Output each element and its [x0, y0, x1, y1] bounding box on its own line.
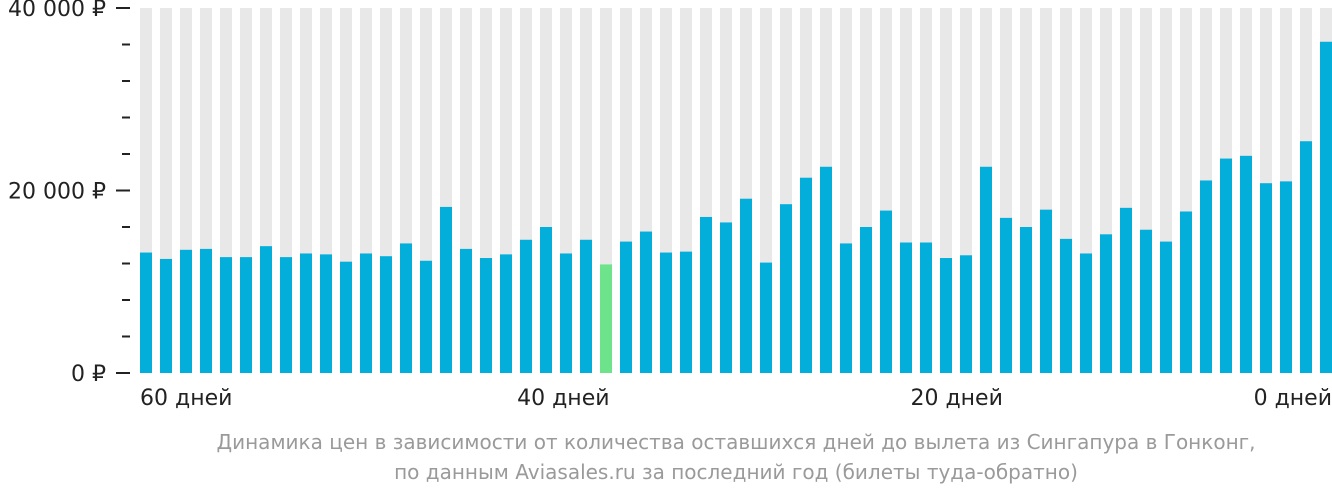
- bar: [1300, 141, 1312, 373]
- bar: [460, 248, 472, 373]
- bar: [740, 198, 752, 373]
- bar: [1000, 217, 1012, 373]
- chart-caption-line-2: по данным Aviasales.ru за последний год …: [394, 460, 1078, 484]
- bar: [1060, 238, 1072, 373]
- bar: [440, 206, 452, 373]
- bar: [360, 253, 372, 373]
- bar: [840, 243, 852, 373]
- bar: [660, 252, 672, 373]
- bar: [1140, 229, 1152, 373]
- bar: [320, 254, 332, 373]
- bar: [400, 243, 412, 373]
- bar: [1020, 227, 1032, 373]
- bar: [520, 239, 532, 373]
- bar: [1280, 181, 1292, 373]
- bar: [1220, 158, 1232, 373]
- bar: [720, 222, 732, 373]
- bar: [640, 231, 652, 373]
- bar: [620, 241, 632, 373]
- bar: [140, 252, 152, 373]
- bar: [420, 260, 432, 373]
- bar: [180, 249, 192, 373]
- x-axis: 60 дней 40 дней 20 дней 0 дней: [140, 386, 1332, 411]
- x-tick-label: 20 дней: [910, 386, 1002, 411]
- bar: [920, 242, 932, 373]
- y-tick-label: 0 ₽: [71, 362, 106, 387]
- bar: [880, 210, 892, 373]
- bar: [1320, 41, 1332, 373]
- bar: [160, 258, 172, 373]
- bar: [580, 239, 592, 373]
- y-axis: 40 000 ₽ 20 000 ₽ 0 ₽: [8, 0, 130, 387]
- price-chart: 40 000 ₽ 20 000 ₽ 0 ₽ 60 дней 40 дней 20 дне…: [8, 0, 1332, 411]
- bar: [200, 248, 212, 373]
- bar: [860, 227, 872, 373]
- background-stripes: [140, 8, 1332, 373]
- y-tick-label: 40 000 ₽: [8, 0, 106, 22]
- bars-group: [140, 41, 1332, 373]
- bar: [1180, 211, 1192, 373]
- bar: [240, 257, 252, 373]
- bar: [220, 257, 232, 373]
- bar: [1200, 180, 1212, 373]
- bar: [1240, 155, 1252, 373]
- bar: [940, 258, 952, 373]
- bar: [1160, 241, 1172, 373]
- x-tick-label: 40 дней: [517, 386, 609, 411]
- bar: [1080, 253, 1092, 373]
- y-tick-label: 20 000 ₽: [8, 180, 106, 205]
- bar: [980, 166, 992, 373]
- bar: [1040, 209, 1052, 373]
- bar: [1260, 183, 1272, 373]
- bar: [700, 216, 712, 373]
- bar: [800, 177, 812, 373]
- bar: [300, 253, 312, 373]
- bar: [480, 258, 492, 373]
- bar: [760, 262, 772, 373]
- bar: [540, 227, 552, 373]
- bar: [280, 257, 292, 373]
- x-tick-label: 0 дней: [1254, 386, 1332, 411]
- bar-highlighted: [600, 264, 612, 373]
- bar: [560, 253, 572, 373]
- chart-caption-line-1: Динамика цен в зависимости от количества…: [216, 430, 1256, 454]
- bar: [780, 204, 792, 373]
- bar: [1120, 207, 1132, 373]
- bar: [340, 261, 352, 373]
- bar: [680, 251, 692, 373]
- x-tick-label: 60 дней: [140, 386, 232, 411]
- bar: [1100, 234, 1112, 373]
- bar: [960, 255, 972, 373]
- bar: [500, 254, 512, 373]
- bar: [900, 242, 912, 373]
- bar: [820, 166, 832, 373]
- bar: [380, 256, 392, 373]
- bar: [260, 246, 272, 373]
